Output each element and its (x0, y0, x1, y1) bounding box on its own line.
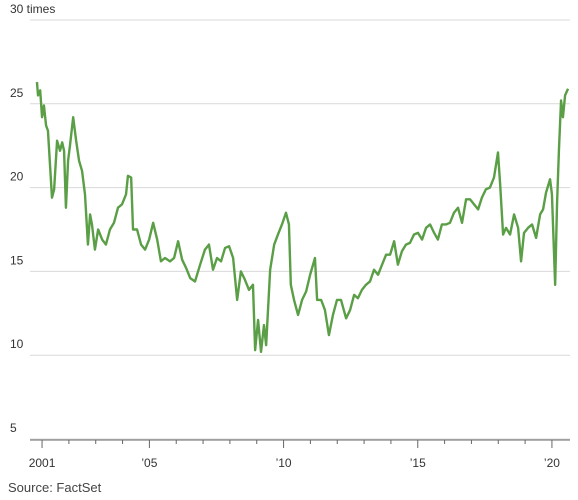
y-tick-label: 10 (10, 337, 24, 351)
y-tick-label: 15 (10, 253, 24, 267)
x-tick-label: ’15 (410, 456, 426, 470)
source-note: Source: FactSet (8, 480, 102, 495)
x-tick-label: ’05 (141, 456, 157, 470)
x-tick-label: ’10 (276, 456, 292, 470)
y-tick-label: 25 (10, 86, 24, 100)
x-tick-label: 2001 (29, 456, 56, 470)
x-tick-label: ’20 (544, 456, 560, 470)
y-tick-label: 5 (10, 421, 17, 435)
y-tick-label: 20 (10, 170, 24, 184)
y-tick-label: 30 times (10, 2, 55, 16)
line-series (35, 81, 570, 354)
